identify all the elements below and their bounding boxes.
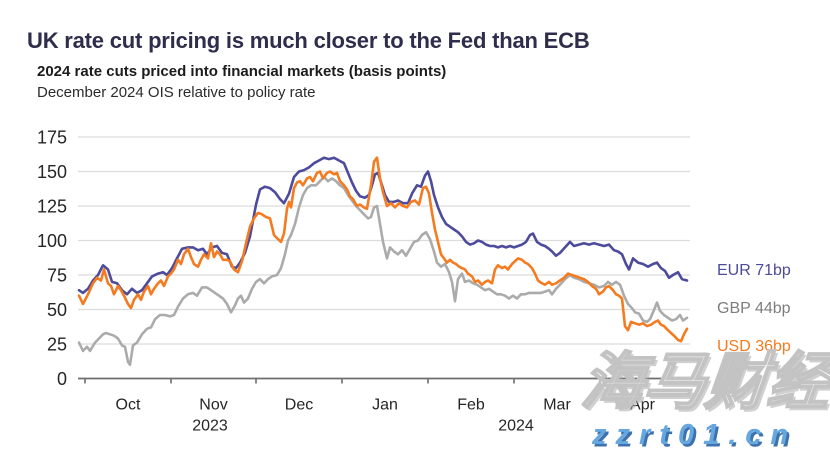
legend-eur-label: EUR 71bp	[717, 262, 791, 279]
legend-usd-label: USD 36bp	[717, 338, 791, 355]
watermark-site-text: zzrt01.cn	[592, 419, 798, 451]
legend-gbp-label: GBP 44bp	[717, 300, 791, 317]
x-axis-year-2024: 2024	[498, 418, 534, 435]
chart-subtitle: December 2024 OIS relative to policy rat…	[37, 84, 316, 101]
y-axis-tick-25: 25	[47, 335, 67, 355]
y-axis-tick-100: 100	[37, 231, 67, 251]
x-axis-month-Mar: Mar	[543, 397, 571, 414]
y-axis-tick-150: 150	[37, 162, 67, 182]
x-axis-month-Feb: Feb	[457, 397, 485, 414]
y-axis-tick-50: 50	[47, 300, 67, 320]
y-axis-tick-75: 75	[47, 266, 67, 286]
chart-title: 2024 rate cuts priced into financial mar…	[37, 63, 447, 80]
x-axis-month-Dec: Dec	[285, 397, 313, 414]
watermark-chinese-text: 海马财经	[577, 347, 830, 418]
series-line-usd	[77, 156, 689, 343]
x-axis-month-Oct: Oct	[116, 397, 141, 414]
y-axis-tick-125: 125	[37, 197, 67, 217]
x-axis-month-Apr: Apr	[630, 397, 656, 414]
x-axis-month-Nov: Nov	[199, 397, 227, 414]
series-line-gbp	[77, 175, 689, 367]
series-line-eur	[77, 156, 689, 296]
page-title: UK rate cut pricing is much closer to th…	[27, 27, 590, 53]
y-axis-tick-0: 0	[57, 369, 67, 389]
x-axis-year-2023: 2023	[192, 418, 228, 435]
y-axis-tick-175: 175	[37, 128, 67, 148]
x-axis-month-Jan: Jan	[372, 397, 398, 414]
